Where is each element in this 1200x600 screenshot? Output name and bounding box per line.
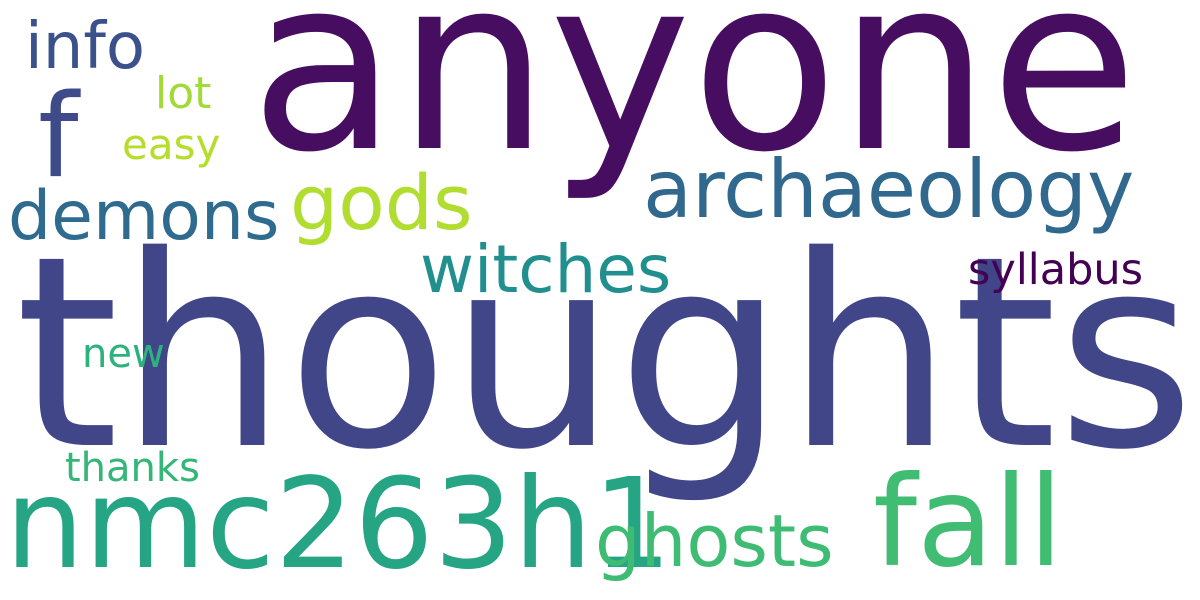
word-lot: lot [155,68,212,119]
word-archaeology: archaeology [643,143,1135,236]
word-thoughts: thoughts [15,200,1196,508]
word-syllabus: syllabus [968,245,1144,295]
word-new: new [82,331,165,377]
word-easy: easy [122,120,221,169]
word-anyone: anyone [250,0,1138,205]
word-demons: demons [8,177,280,256]
word-thanks: thanks [65,445,200,491]
word-witches: witches [420,231,672,308]
word-ghosts: ghosts [595,499,834,583]
word-gods: gods [290,158,473,247]
word-nmc263h1: nmc263h1 [5,452,673,597]
word-info: info [25,10,146,84]
word-fall: fall [873,450,1064,595]
word-f: f [38,70,79,204]
